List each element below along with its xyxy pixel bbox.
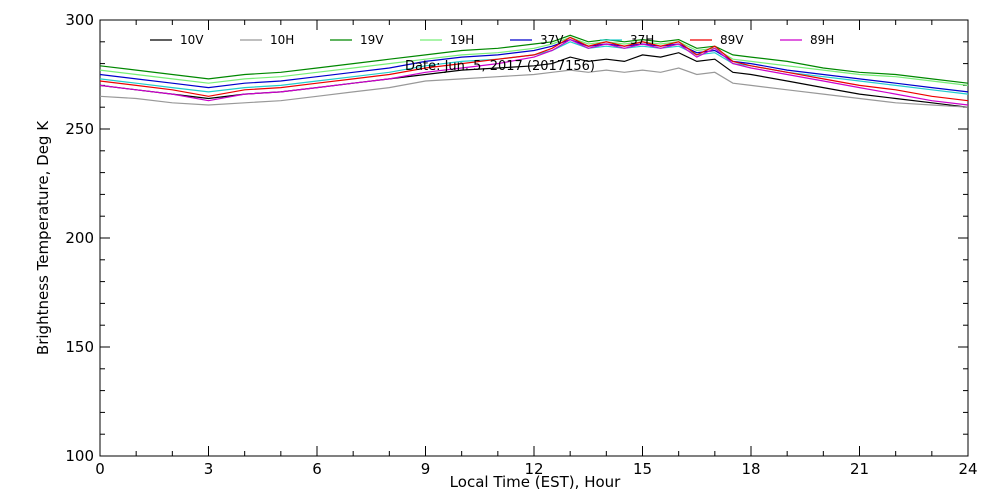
legend-label-10h: 10H [270, 33, 294, 47]
legend-label-37h: 37H [630, 33, 654, 47]
x-axis: 0 3 6 9 12 15 18 21 24 [95, 20, 978, 478]
x-tick-label: 21 [850, 460, 869, 478]
series-line-10h [99, 67, 969, 108]
date-annotation: Date: Jun. 5, 2017 (2017156) [405, 59, 595, 74]
x-tick-label: 0 [95, 460, 105, 478]
legend-label-37v: 37V [540, 33, 564, 47]
x-axis-label: Local Time (EST), Hour [450, 473, 621, 491]
y-axis: 100 150 200 250 300 [65, 11, 968, 465]
x-tick-label: 18 [741, 460, 760, 478]
series-line-89v [99, 36, 969, 102]
legend-label-10v: 10V [180, 33, 204, 47]
legend-label-89v: 89V [720, 33, 744, 47]
legend-label-19v: 19V [360, 33, 384, 47]
series-line-19v [99, 34, 969, 84]
y-tick-label: 100 [65, 447, 94, 465]
x-tick-label: 9 [421, 460, 431, 478]
x-tick-label: 15 [633, 460, 652, 478]
x-tick-label: 24 [958, 460, 977, 478]
series-line-89h [99, 38, 969, 106]
x-tick-label: 12 [524, 460, 543, 478]
y-tick-label: 150 [65, 338, 94, 356]
y-tick-label: 250 [65, 120, 94, 138]
y-tick-label: 300 [65, 11, 94, 29]
legend: 10V 10H 19V 19H 37V 37H 89V 89H [150, 33, 834, 47]
series-line-19h [99, 36, 969, 86]
y-tick-label: 200 [65, 229, 94, 247]
legend-label-89h: 89H [810, 33, 834, 47]
y-axis-label: Brightness Temperature, Deg K [34, 120, 52, 355]
series-lines [99, 34, 969, 108]
x-tick-label: 3 [204, 460, 214, 478]
legend-label-19h: 19H [450, 33, 474, 47]
x-tick-label: 6 [312, 460, 322, 478]
